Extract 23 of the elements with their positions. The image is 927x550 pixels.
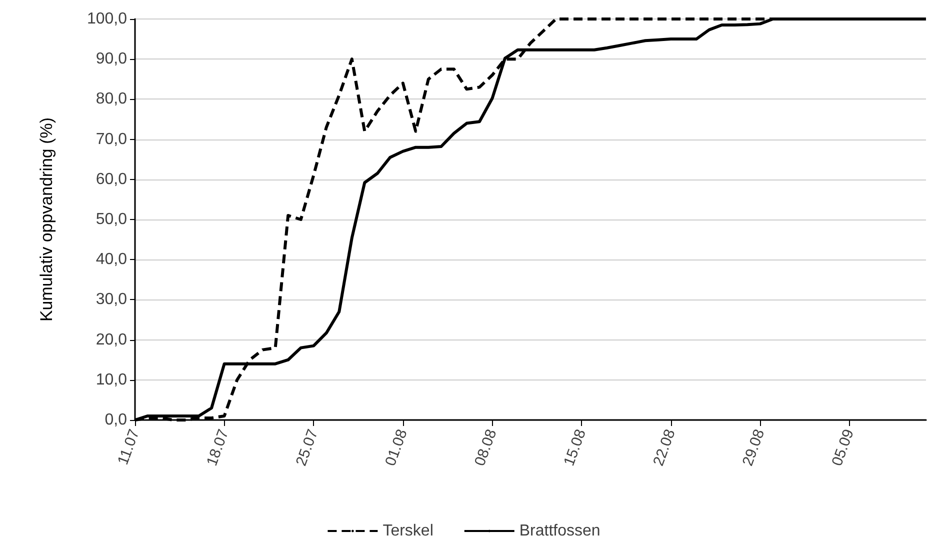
y-tick-label: 10,0 (96, 371, 128, 388)
y-tick-label: 30,0 (96, 291, 128, 308)
y-tick-label: 20,0 (96, 331, 128, 348)
x-tick-label: 11.07 (114, 427, 143, 468)
x-tick-label: 08.08 (471, 427, 500, 468)
x-tick-label: 15.08 (560, 427, 590, 468)
legend-label: Brattfossen (519, 522, 600, 540)
x-tick-label: 05.09 (828, 427, 858, 468)
y-axis-title: Kumulativ oppvandring (%) (37, 117, 56, 322)
y-tick-label: 70,0 (96, 130, 128, 148)
x-tick-label: 18.07 (203, 427, 232, 468)
x-tick-label: 25.07 (292, 427, 322, 468)
x-tick-label: 01.08 (382, 427, 411, 468)
y-tick-label: 80,0 (96, 90, 128, 108)
y-tick-label: 0,0 (104, 412, 128, 428)
x-tick-label: 29.08 (739, 427, 768, 468)
y-tick-label: 90,0 (96, 50, 128, 68)
y-tick-label: 40,0 (96, 251, 128, 268)
y-tick-label: 100,0 (86, 10, 128, 28)
y-tick-label: 50,0 (96, 211, 128, 228)
x-tick-label: 22.08 (650, 427, 679, 468)
y-tick-label: 60,0 (96, 170, 128, 188)
legend-label: Terskel (382, 522, 434, 540)
